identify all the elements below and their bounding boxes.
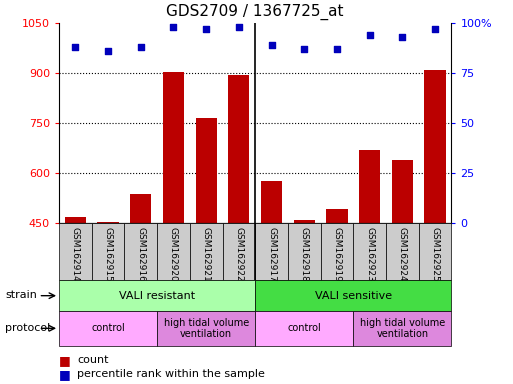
Text: GSM162921: GSM162921	[202, 227, 211, 282]
Bar	[261, 181, 282, 223]
Point	[333, 46, 341, 52]
Text: high tidal volume
ventilation: high tidal volume ventilation	[164, 318, 249, 339]
Text: GSM162919: GSM162919	[332, 227, 342, 282]
Bar	[419, 223, 451, 280]
Point	[169, 24, 177, 30]
Text: GSM162924: GSM162924	[398, 227, 407, 282]
Bar	[386, 223, 419, 280]
Text: strain: strain	[5, 290, 37, 300]
Text: GSM162918: GSM162918	[300, 227, 309, 282]
Bar	[359, 149, 380, 223]
Text: ■: ■	[59, 368, 71, 381]
Text: GSM162916: GSM162916	[136, 227, 145, 282]
Bar	[92, 223, 125, 280]
Text: GSM162915: GSM162915	[104, 227, 112, 282]
Text: control: control	[91, 323, 125, 333]
Text: GSM162914: GSM162914	[71, 227, 80, 282]
Bar	[255, 311, 353, 346]
Bar	[97, 222, 119, 223]
Bar	[255, 223, 288, 280]
Bar	[288, 223, 321, 280]
Bar	[190, 223, 223, 280]
Point	[431, 26, 439, 32]
Text: GSM162920: GSM162920	[169, 227, 178, 282]
Bar	[59, 311, 157, 346]
Bar	[424, 70, 446, 223]
Bar	[228, 75, 249, 223]
Bar	[353, 223, 386, 280]
Bar	[124, 223, 157, 280]
Bar	[321, 223, 353, 280]
Bar	[65, 217, 86, 223]
Text: protocol: protocol	[5, 323, 50, 333]
Point	[202, 26, 210, 32]
Bar	[59, 223, 92, 280]
Point	[267, 42, 275, 48]
Text: count: count	[77, 355, 108, 365]
Point	[398, 34, 406, 40]
Point	[235, 24, 243, 30]
Text: percentile rank within the sample: percentile rank within the sample	[77, 369, 265, 379]
Text: high tidal volume
ventilation: high tidal volume ventilation	[360, 318, 445, 339]
Point	[71, 44, 80, 50]
Bar	[326, 209, 348, 223]
Bar	[157, 311, 255, 346]
Bar	[195, 118, 217, 223]
Bar	[163, 72, 184, 223]
Text: GSM162923: GSM162923	[365, 227, 374, 282]
Text: VALI sensitive: VALI sensitive	[315, 291, 392, 301]
Bar	[223, 223, 255, 280]
Title: GDS2709 / 1367725_at: GDS2709 / 1367725_at	[166, 4, 344, 20]
Bar	[130, 194, 151, 223]
Bar	[255, 280, 451, 311]
Text: VALI resistant: VALI resistant	[119, 291, 195, 301]
Point	[300, 46, 308, 52]
Text: GSM162922: GSM162922	[234, 227, 243, 282]
Bar	[353, 311, 451, 346]
Point	[366, 32, 374, 38]
Bar	[157, 223, 190, 280]
Text: GSM162925: GSM162925	[430, 227, 440, 282]
Text: ■: ■	[59, 354, 71, 367]
Bar	[392, 160, 413, 223]
Bar	[293, 220, 315, 223]
Point	[104, 48, 112, 54]
Text: control: control	[287, 323, 321, 333]
Point	[136, 44, 145, 50]
Bar	[59, 280, 255, 311]
Text: GSM162917: GSM162917	[267, 227, 276, 282]
